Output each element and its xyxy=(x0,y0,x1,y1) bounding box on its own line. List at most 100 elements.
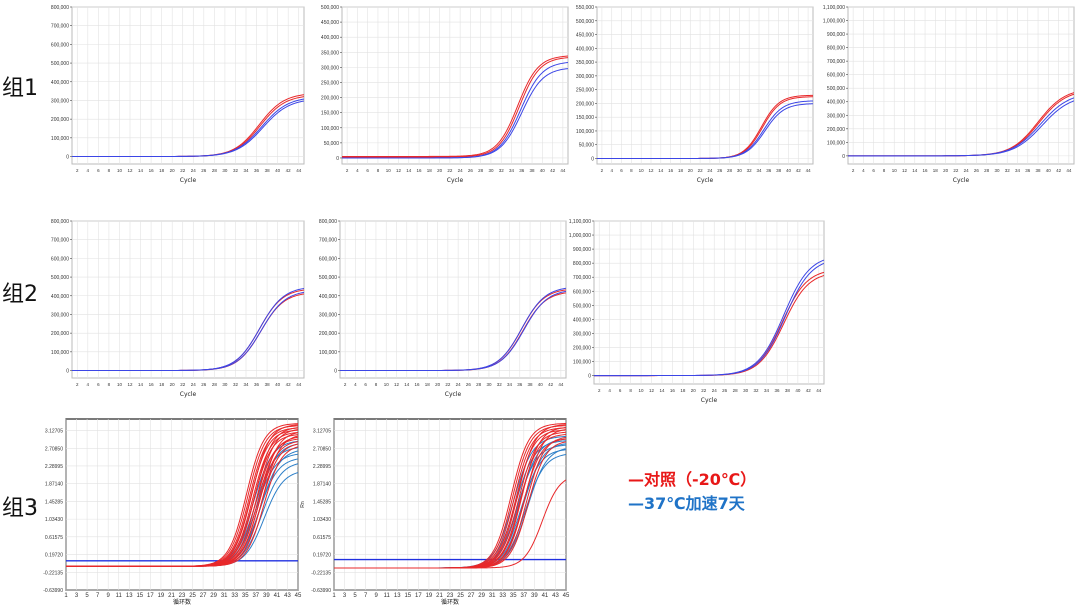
plot-frame xyxy=(593,220,825,385)
x-tick-label: 40 xyxy=(786,168,792,173)
y-tick-label: 0 xyxy=(588,374,591,380)
x-tick-label: 26 xyxy=(468,168,474,173)
x-tick-label: 34 xyxy=(243,382,249,387)
x-tick-label: 44 xyxy=(560,168,566,173)
x-tick-label: 28 xyxy=(984,168,990,173)
plot-area xyxy=(597,94,813,159)
plot-frame xyxy=(71,6,305,165)
x-tick-label: 13 xyxy=(394,593,401,599)
x-tick-label: 40 xyxy=(1046,168,1052,173)
y-tick-label: -0.63990 xyxy=(43,588,63,594)
x-tick-label: 44 xyxy=(806,168,812,173)
x-tick-label: 30 xyxy=(222,382,228,387)
x-tick-label: 12 xyxy=(127,168,133,173)
x-tick-label: 6 xyxy=(619,388,622,393)
y-tick-label: 500,000 xyxy=(51,275,69,281)
x-tick-label: 10 xyxy=(639,388,645,393)
y-tick-label: 500,000 xyxy=(576,19,594,25)
x-tick-label: 24 xyxy=(191,382,197,387)
x-tick-label: 24 xyxy=(458,168,464,173)
x-tick-label: 2 xyxy=(76,168,79,173)
x-tick-label: 8 xyxy=(377,168,380,173)
x-tick-label: 40 xyxy=(275,382,281,387)
y-tick-label: 200,000 xyxy=(51,117,69,123)
x-tick-label: 28 xyxy=(212,382,218,387)
x-tick-label: 31 xyxy=(221,593,228,599)
x-tick-label: 5 xyxy=(353,593,357,599)
x-tick-label: 23 xyxy=(447,593,454,599)
x-tick-label: 17 xyxy=(147,593,154,599)
x-tick-label: 30 xyxy=(488,168,494,173)
x-tick-label: 24 xyxy=(712,388,718,393)
y-tick-label: 100,000 xyxy=(321,126,339,132)
plot-area xyxy=(340,287,566,372)
x-tick-label: 4 xyxy=(356,168,359,173)
x-tick-label: 22 xyxy=(180,168,186,173)
x-tick-label: 18 xyxy=(678,168,684,173)
x-tick-label: 36 xyxy=(766,168,772,173)
x-tick-label: 34 xyxy=(756,168,762,173)
x-tick-label: 40 xyxy=(538,382,544,387)
x-tick-label: 32 xyxy=(233,382,239,387)
plot-area xyxy=(594,259,824,377)
x-tick-label: 42 xyxy=(806,388,812,393)
x-tick-label: 13 xyxy=(126,593,133,599)
y-tick-label: 350,000 xyxy=(321,50,339,56)
x-tick-label: 42 xyxy=(796,168,802,173)
y-tick-label: 300,000 xyxy=(51,98,69,104)
y-tick-label: 0.61575 xyxy=(45,535,63,541)
y-tick-label: 0.61575 xyxy=(313,535,331,541)
x-tick-label: 25 xyxy=(457,593,464,599)
x-tick-label: 34 xyxy=(507,382,513,387)
y-tick-label: 400,000 xyxy=(321,35,339,41)
x-tick-label: 19 xyxy=(426,593,433,599)
x-tick-label: 2 xyxy=(76,382,79,387)
amplification-curve-control xyxy=(342,57,568,158)
x-tick-label: 12 xyxy=(396,168,402,173)
group-label-2: 组2 xyxy=(2,282,38,307)
y-tick-label: 2.70850 xyxy=(45,446,63,452)
x-tick-label: 37 xyxy=(252,593,259,599)
y-tick-label: 700,000 xyxy=(573,275,591,281)
y-tick-label: 600,000 xyxy=(827,73,845,79)
y-axis-label: Rn xyxy=(300,501,306,508)
x-tick-label: 24 xyxy=(964,168,970,173)
x-tick-label: 28 xyxy=(733,388,739,393)
x-tick-label: 14 xyxy=(138,168,144,173)
x-tick-label: 14 xyxy=(659,388,665,393)
x-tick-label: 26 xyxy=(466,382,472,387)
x-tick-label: 2 xyxy=(346,168,349,173)
x-tick-label: 25 xyxy=(189,593,196,599)
x-tick-label: 24 xyxy=(456,382,462,387)
x-tick-label: 21 xyxy=(436,593,443,599)
y-tick-label: 300,000 xyxy=(319,312,337,318)
x-tick-label: 16 xyxy=(670,388,676,393)
x-tick-label: 22 xyxy=(180,382,186,387)
plot-area xyxy=(72,287,304,372)
x-tick-label: 40 xyxy=(275,168,281,173)
x-tick-label: 9 xyxy=(375,593,379,599)
plot-area xyxy=(72,94,304,158)
y-tick-label: -0.22135 xyxy=(311,570,331,576)
x-tick-label: 20 xyxy=(170,168,176,173)
y-tick-label: 500,000 xyxy=(321,5,339,11)
chart-group2-2: 0 100,000 200,000 300,000 400,000 500,000 600,… xyxy=(319,219,567,398)
x-tick-label: 32 xyxy=(1005,168,1011,173)
x-tick-label: 26 xyxy=(717,168,723,173)
x-tick-label: 6 xyxy=(872,168,875,173)
x-tick-label: 11 xyxy=(384,593,391,599)
x-tick-label: 41 xyxy=(274,593,281,599)
x-tick-label: 29 xyxy=(478,593,485,599)
x-tick-label: 40 xyxy=(795,388,801,393)
x-tick-label: 10 xyxy=(384,382,390,387)
amplification-curve-control xyxy=(66,446,298,567)
y-tick-label: 700,000 xyxy=(319,238,337,244)
x-tick-label: 20 xyxy=(943,168,949,173)
legend-control: —对照（-20℃） xyxy=(628,470,757,489)
y-tick-label: 100,000 xyxy=(51,350,69,356)
x-tick-label: 33 xyxy=(231,593,238,599)
y-tick-label: 800,000 xyxy=(573,261,591,267)
x-tick-label: 36 xyxy=(519,168,525,173)
y-tick-label: 100,000 xyxy=(319,350,337,356)
x-tick-label: 2 xyxy=(344,382,347,387)
